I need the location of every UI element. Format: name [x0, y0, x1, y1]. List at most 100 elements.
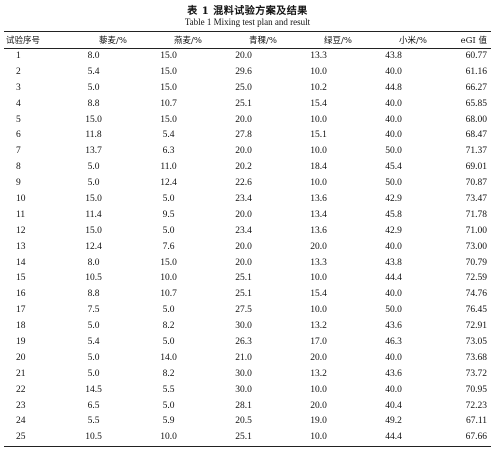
cell-quinoa: 6.5 [87, 400, 100, 411]
table-caption-chinese: 表 1 混料试验方案及结果 [187, 6, 308, 17]
cell-oat: 10.0 [160, 432, 177, 443]
cell-quinoa: 8.0 [87, 257, 100, 268]
cell-quinoa: 5.4 [87, 336, 100, 347]
table-row: 3 5.0 15.0 25.0 10.2 44.8 66.27 [4, 80, 491, 96]
header-oat: 燕麦/% [174, 35, 202, 46]
cell-millet: 42.9 [385, 193, 402, 204]
cell-mung-bean: 13.4 [310, 209, 327, 220]
table-top-rule [4, 31, 491, 33]
table-row: 9 5.0 12.4 22.6 10.0 50.0 70.87 [4, 175, 491, 191]
cell-oat: 14.0 [160, 352, 177, 363]
cell-oat: 8.2 [162, 321, 175, 332]
table-header-row: 试验序号 藜麦/% 燕麦/% 青稞/% 绿豆/% 小米/% eGI 值 [4, 31, 491, 48]
cell-trial-number: 24 [16, 416, 26, 427]
cell-oat: 15.0 [160, 257, 177, 268]
table-row: 10 15.0 5.0 23.4 13.6 42.9 73.47 [4, 191, 491, 207]
cell-oat: 5.9 [162, 416, 175, 427]
cell-trial-number: 6 [16, 130, 21, 141]
cell-oat: 5.0 [162, 305, 175, 316]
cell-egi-value: 71.00 [465, 225, 487, 236]
cell-highland-barley: 20.0 [235, 241, 252, 252]
cell-highland-barley: 25.1 [235, 273, 252, 284]
cell-highland-barley: 25.1 [235, 432, 252, 443]
cell-highland-barley: 26.3 [235, 336, 252, 347]
table-row: 15 10.5 10.0 25.1 10.0 44.4 72.59 [4, 270, 491, 286]
cell-mung-bean: 10.0 [310, 178, 327, 189]
cell-mung-bean: 20.0 [310, 400, 327, 411]
table-row: 8 5.0 11.0 20.2 18.4 45.4 69.01 [4, 159, 491, 175]
cell-egi-value: 74.76 [465, 289, 487, 300]
table-row: 24 5.5 5.9 20.5 19.0 49.2 67.11 [4, 413, 491, 429]
cell-quinoa: 14.5 [85, 384, 102, 395]
cell-trial-number: 15 [16, 273, 26, 284]
table-bottom-rule [4, 446, 491, 448]
cell-trial-number: 3 [16, 82, 21, 93]
cell-mung-bean: 18.4 [310, 162, 327, 173]
cell-mung-bean: 13.6 [310, 225, 327, 236]
cell-mung-bean: 20.0 [310, 352, 327, 363]
table-row: 7 13.7 6.3 20.0 10.0 50.0 71.37 [4, 143, 491, 159]
cell-millet: 45.4 [385, 162, 402, 173]
cell-oat: 8.2 [162, 368, 175, 379]
cell-mung-bean: 13.2 [310, 368, 327, 379]
table-row: 21 5.0 8.2 30.0 13.2 43.6 73.72 [4, 366, 491, 382]
cell-millet: 45.8 [385, 209, 402, 220]
cell-mung-bean: 10.0 [310, 146, 327, 157]
cell-mung-bean: 10.2 [310, 82, 327, 93]
cell-mung-bean: 10.0 [310, 66, 327, 77]
cell-oat: 15.0 [160, 114, 177, 125]
cell-millet: 40.0 [385, 289, 402, 300]
cell-highland-barley: 20.0 [235, 257, 252, 268]
table-row: 6 11.8 5.4 27.8 15.1 40.0 68.47 [4, 127, 491, 143]
cell-oat: 11.0 [160, 162, 177, 173]
cell-mung-bean: 13.2 [310, 321, 327, 332]
cell-highland-barley: 25.1 [235, 289, 252, 300]
cell-egi-value: 68.00 [465, 114, 487, 125]
cell-mung-bean: 15.4 [310, 98, 327, 109]
cell-egi-value: 70.87 [465, 178, 487, 189]
cell-egi-value: 72.59 [465, 273, 487, 284]
cell-egi-value: 65.85 [465, 98, 487, 109]
cell-millet: 40.4 [385, 400, 402, 411]
cell-egi-value: 61.16 [465, 66, 487, 77]
cell-highland-barley: 28.1 [235, 400, 252, 411]
header-trial-number: 试验序号 [6, 35, 41, 46]
cell-oat: 10.7 [160, 289, 177, 300]
cell-highland-barley: 25.0 [235, 82, 252, 93]
cell-oat: 15.0 [160, 66, 177, 77]
cell-millet: 40.0 [385, 130, 402, 141]
table-row: 4 8.8 10.7 25.1 15.4 40.0 65.85 [4, 96, 491, 112]
cell-highland-barley: 29.6 [235, 66, 252, 77]
cell-quinoa: 15.0 [85, 225, 102, 236]
cell-millet: 40.0 [385, 66, 402, 77]
table-body: 1 8.0 15.0 20.0 13.3 43.8 60.77 2 5.4 15.0 29.6 10.… [4, 48, 491, 445]
table-row: 16 8.8 10.7 25.1 15.4 40.0 74.76 [4, 286, 491, 302]
cell-millet: 44.8 [385, 82, 402, 93]
header-quinoa: 藜麦/% [99, 35, 127, 46]
cell-quinoa: 8.0 [87, 50, 100, 61]
cell-highland-barley: 22.6 [235, 178, 252, 189]
table-row: 1 8.0 15.0 20.0 13.3 43.8 60.77 [4, 48, 491, 64]
cell-quinoa: 13.7 [85, 146, 102, 157]
cell-mung-bean: 10.0 [310, 384, 327, 395]
cell-oat: 5.0 [162, 225, 175, 236]
cell-trial-number: 16 [16, 289, 26, 300]
cell-trial-number: 14 [16, 257, 26, 268]
cell-oat: 5.0 [162, 336, 175, 347]
cell-millet: 44.4 [385, 432, 402, 443]
table-caption-english: Table 1 Mixing test plan and result [184, 17, 311, 27]
cell-millet: 40.0 [385, 241, 402, 252]
cell-millet: 40.0 [385, 98, 402, 109]
cell-trial-number: 9 [16, 178, 21, 189]
cell-oat: 12.4 [160, 178, 177, 189]
cell-millet: 43.8 [385, 50, 402, 61]
cell-egi-value: 67.11 [465, 416, 487, 427]
cell-egi-value: 69.01 [465, 162, 487, 173]
cell-mung-bean: 15.4 [310, 289, 327, 300]
cell-highland-barley: 30.0 [235, 368, 252, 379]
table-row: 11 11.4 9.5 20.0 13.4 45.8 71.78 [4, 207, 491, 223]
cell-trial-number: 8 [16, 162, 21, 173]
cell-mung-bean: 10.0 [310, 432, 327, 443]
cell-quinoa: 8.8 [87, 98, 100, 109]
